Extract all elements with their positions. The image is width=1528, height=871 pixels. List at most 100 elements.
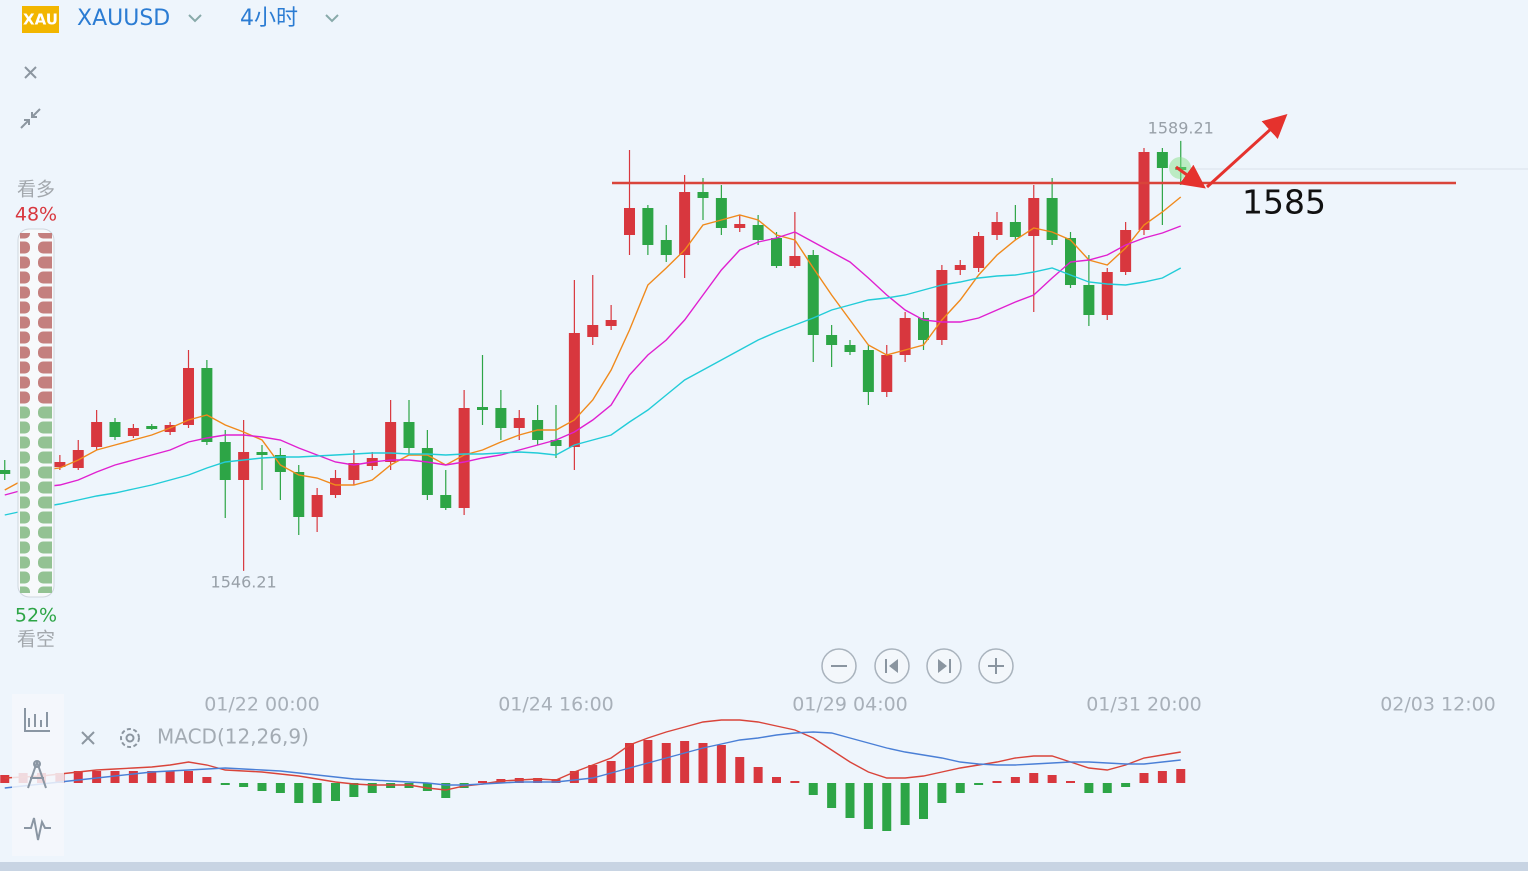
- x-tick-label: 01/31 20:00: [1086, 694, 1202, 716]
- candle-body: [127, 428, 139, 436]
- indicator-line: [4, 196, 1182, 491]
- macd-bar: [569, 771, 579, 783]
- candle-body: [642, 208, 654, 245]
- candle-body: [734, 224, 746, 228]
- candle-body: [973, 236, 985, 268]
- macd-bar: [1139, 773, 1149, 783]
- macd-bar: [0, 775, 10, 783]
- candle-body: [936, 270, 948, 340]
- draw-tool-pivot: [33, 760, 41, 768]
- candle-body: [1028, 198, 1040, 236]
- candle-body: [550, 440, 562, 446]
- candle-body: [72, 450, 84, 468]
- candle-body: [605, 320, 617, 326]
- candle-body: [679, 192, 691, 255]
- wave-tool[interactable]: [24, 817, 51, 841]
- overlay: [17, 228, 55, 598]
- candle-body: [348, 463, 360, 480]
- macd-bar: [422, 783, 432, 791]
- macd-close[interactable]: [81, 731, 95, 745]
- candle-body: [862, 350, 874, 392]
- candle-body: [1046, 198, 1058, 240]
- macd-bar: [349, 783, 359, 797]
- macd-bar: [808, 783, 818, 795]
- macd-bar: [790, 781, 800, 783]
- close-button[interactable]: [24, 66, 37, 79]
- candle-body: [568, 333, 580, 447]
- candle-body: [54, 462, 66, 467]
- macd-bar: [955, 783, 965, 793]
- candle-body: [495, 408, 507, 428]
- candle-body: [752, 225, 764, 240]
- candle-body: [660, 240, 672, 255]
- candle-body: [91, 422, 103, 447]
- macd-bar: [147, 771, 157, 783]
- macd-bar: [312, 783, 322, 803]
- macd-bar: [239, 783, 249, 787]
- macd-title: MACD(12,26,9): [157, 725, 309, 749]
- indicator-line: [4, 225, 1181, 496]
- candle-body: [403, 422, 415, 448]
- macd-bar: [184, 771, 193, 783]
- candle-body: [421, 448, 433, 495]
- macd-bar: [165, 771, 175, 783]
- macd-bar: [588, 765, 598, 783]
- candle-body: [826, 335, 838, 345]
- candle-body: [238, 452, 250, 480]
- macd-bar: [478, 781, 487, 783]
- macd-bar: [863, 783, 873, 829]
- dropdown-arrow[interactable]: [325, 14, 339, 23]
- macd-bar: [643, 740, 653, 783]
- candle-body: [183, 368, 194, 425]
- macd-bar: [900, 783, 910, 825]
- arrow: [1205, 113, 1288, 189]
- high-price-label: 1589.21: [1148, 118, 1214, 137]
- macd-bar: [1121, 783, 1131, 787]
- candle-body: [219, 442, 231, 480]
- macd-bar: [331, 783, 340, 801]
- candle-body: [789, 256, 801, 266]
- candle-body: [1101, 272, 1113, 315]
- candle-body: [109, 422, 121, 437]
- macd-settings-hub: [125, 733, 135, 743]
- macd-bar: [753, 767, 763, 783]
- indicator-line: [4, 267, 1182, 516]
- candle-body: [844, 345, 856, 352]
- macd-bar: [257, 783, 267, 791]
- macd-bar: [110, 771, 120, 783]
- candle-body: [201, 368, 213, 442]
- macd-bar: [919, 783, 928, 819]
- macd-bar: [992, 781, 1002, 783]
- macd-bar: [716, 745, 726, 783]
- candle-body: [440, 495, 452, 508]
- x-tick-label: 01/24 16:00: [498, 694, 614, 716]
- candle-body: [1138, 152, 1150, 230]
- symbol-select[interactable]: XAUUSD: [77, 6, 170, 31]
- indicator-tool[interactable]: [24, 708, 50, 732]
- candle-body: [881, 355, 893, 392]
- shrink-button[interactable]: [20, 108, 41, 129]
- bottom-bar: [0, 862, 1528, 871]
- dropdown-arrow[interactable]: [188, 14, 202, 23]
- sentiment-segment: [20, 405, 52, 593]
- candle-body: [385, 422, 397, 462]
- period-select[interactable]: 4小时: [240, 6, 298, 31]
- candle-body: [954, 265, 966, 270]
- candle-body: [1009, 222, 1021, 237]
- sentiment-segment: [20, 233, 52, 406]
- candle-body: [918, 318, 929, 340]
- candle-body: [513, 418, 525, 428]
- candle-body: [0, 470, 11, 474]
- candle-body: [899, 318, 911, 355]
- macd-bar: [73, 771, 83, 783]
- symbol-icon: [22, 6, 59, 33]
- candle-body: [311, 495, 323, 517]
- macd-settings[interactable]: [120, 728, 140, 748]
- macd-bar: [1157, 771, 1167, 783]
- candle-body: [1083, 285, 1095, 315]
- candle-body: [624, 208, 635, 235]
- candle-body: [293, 472, 305, 517]
- macd-bar: [551, 779, 561, 783]
- macd-bar: [1176, 769, 1186, 783]
